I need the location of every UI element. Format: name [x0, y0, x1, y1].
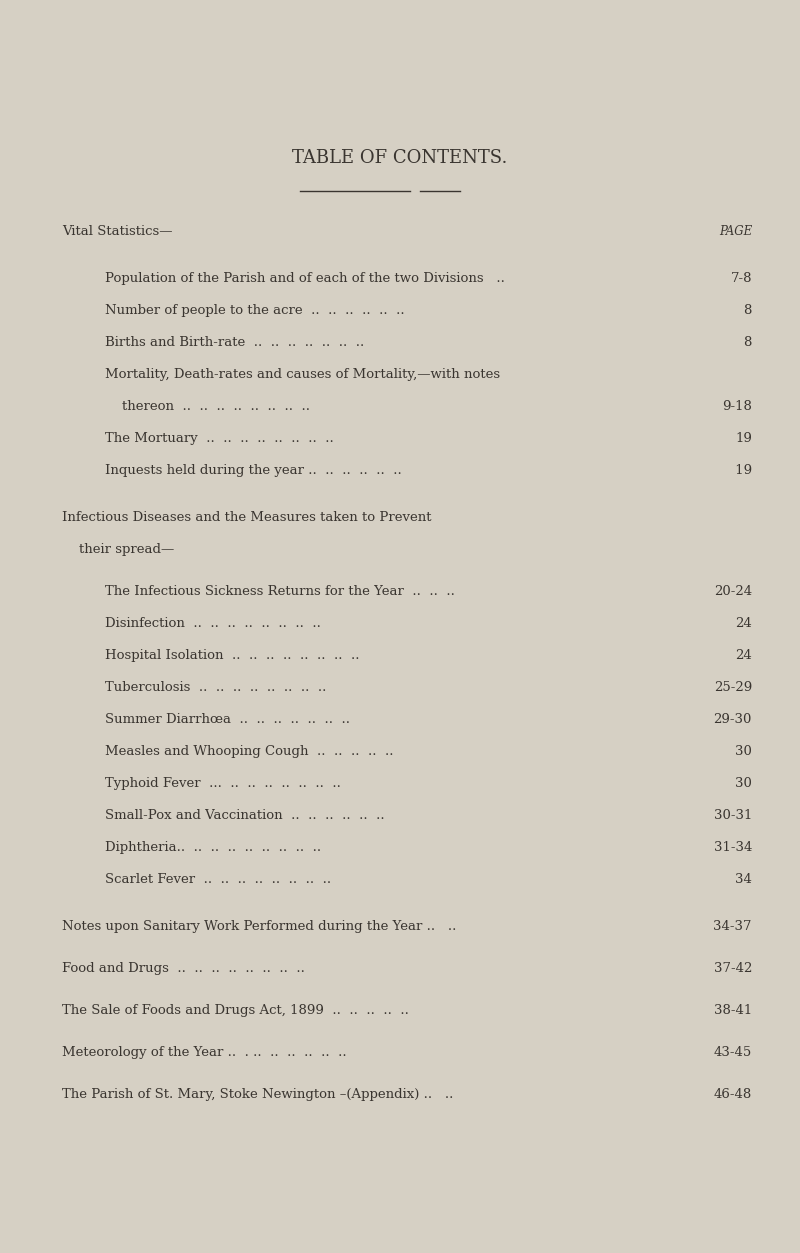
- Text: Disinfection  ..  ..  ..  ..  ..  ..  ..  ..: Disinfection .. .. .. .. .. .. .. ..: [105, 616, 321, 629]
- Text: Infectious Diseases and the Measures taken to Prevent: Infectious Diseases and the Measures tak…: [62, 510, 431, 524]
- Text: Hospital Isolation  ..  ..  ..  ..  ..  ..  ..  ..: Hospital Isolation .. .. .. .. .. .. .. …: [105, 649, 359, 662]
- Text: 7-8: 7-8: [730, 272, 752, 284]
- Text: 19: 19: [735, 431, 752, 445]
- Text: 30: 30: [735, 777, 752, 789]
- Text: Measles and Whooping Cough  ..  ..  ..  ..  ..: Measles and Whooping Cough .. .. .. .. .…: [105, 744, 394, 758]
- Text: 46-48: 46-48: [714, 1088, 752, 1100]
- Text: 34-37: 34-37: [714, 920, 752, 932]
- Text: Diphtheria..  ..  ..  ..  ..  ..  ..  ..  ..: Diphtheria.. .. .. .. .. .. .. .. ..: [105, 841, 321, 853]
- Text: 43-45: 43-45: [714, 1045, 752, 1059]
- Text: Small-Pox and Vaccination  ..  ..  ..  ..  ..  ..: Small-Pox and Vaccination .. .. .. .. ..…: [105, 808, 385, 822]
- Text: Mortality, Death-rates and causes of Mortality,—with notes: Mortality, Death-rates and causes of Mor…: [105, 367, 500, 381]
- Text: their spread—: their spread—: [62, 543, 174, 555]
- Text: 37-42: 37-42: [714, 961, 752, 975]
- Text: Tuberculosis  ..  ..  ..  ..  ..  ..  ..  ..: Tuberculosis .. .. .. .. .. .. .. ..: [105, 680, 326, 693]
- Text: 34: 34: [735, 872, 752, 886]
- Text: Meteorology of the Year ..  . ..  ..  ..  ..  ..  ..: Meteorology of the Year .. . .. .. .. ..…: [62, 1045, 346, 1059]
- Text: The Mortuary  ..  ..  ..  ..  ..  ..  ..  ..: The Mortuary .. .. .. .. .. .. .. ..: [105, 431, 334, 445]
- Text: 38-41: 38-41: [714, 1004, 752, 1016]
- Text: The Infectious Sickness Returns for the Year  ..  ..  ..: The Infectious Sickness Returns for the …: [105, 584, 455, 598]
- Text: 19: 19: [731, 464, 752, 476]
- Text: 24: 24: [735, 616, 752, 629]
- Text: Notes upon Sanitary Work Performed during the Year ..   ..: Notes upon Sanitary Work Performed durin…: [62, 920, 456, 932]
- Text: 25-29: 25-29: [714, 680, 752, 693]
- Text: 30: 30: [735, 744, 752, 758]
- Text: Typhoid Fever  ...  ..  ..  ..  ..  ..  ..  ..: Typhoid Fever ... .. .. .. .. .. .. ..: [105, 777, 341, 789]
- Text: Population of the Parish and of each of the two Divisions   ..: Population of the Parish and of each of …: [105, 272, 505, 284]
- Text: Inquests held during the year ..  ..  ..  ..  ..  ..: Inquests held during the year .. .. .. .…: [105, 464, 402, 476]
- Text: Number of people to the acre  ..  ..  ..  ..  ..  ..: Number of people to the acre .. .. .. ..…: [105, 303, 405, 317]
- Text: Scarlet Fever  ..  ..  ..  ..  ..  ..  ..  ..: Scarlet Fever .. .. .. .. .. .. .. ..: [105, 872, 331, 886]
- Text: 9-18: 9-18: [722, 400, 752, 412]
- Text: 8: 8: [744, 336, 752, 348]
- Text: 8: 8: [744, 303, 752, 317]
- Text: thereon  ..  ..  ..  ..  ..  ..  ..  ..: thereon .. .. .. .. .. .. .. ..: [105, 400, 310, 412]
- Text: 29-30: 29-30: [714, 713, 752, 725]
- Text: 24: 24: [735, 649, 752, 662]
- Text: The Sale of Foods and Drugs Act, 1899  ..  ..  ..  ..  ..: The Sale of Foods and Drugs Act, 1899 ..…: [62, 1004, 409, 1016]
- Text: The Parish of St. Mary, Stoke Newington –(Appendix) ..   ..: The Parish of St. Mary, Stoke Newington …: [62, 1088, 454, 1100]
- Text: TABLE OF CONTENTS.: TABLE OF CONTENTS.: [292, 149, 508, 167]
- Text: Summer Diarrhœa  ..  ..  ..  ..  ..  ..  ..: Summer Diarrhœa .. .. .. .. .. .. ..: [105, 713, 350, 725]
- Text: Births and Birth-rate  ..  ..  ..  ..  ..  ..  ..: Births and Birth-rate .. .. .. .. .. .. …: [105, 336, 364, 348]
- Text: 31-34: 31-34: [714, 841, 752, 853]
- Text: 30-31: 30-31: [714, 808, 752, 822]
- Text: Vital Statistics—: Vital Statistics—: [62, 224, 173, 238]
- Text: Food and Drugs  ..  ..  ..  ..  ..  ..  ..  ..: Food and Drugs .. .. .. .. .. .. .. ..: [62, 961, 305, 975]
- Text: PAGE: PAGE: [718, 224, 752, 238]
- Text: 20-24: 20-24: [714, 584, 752, 598]
